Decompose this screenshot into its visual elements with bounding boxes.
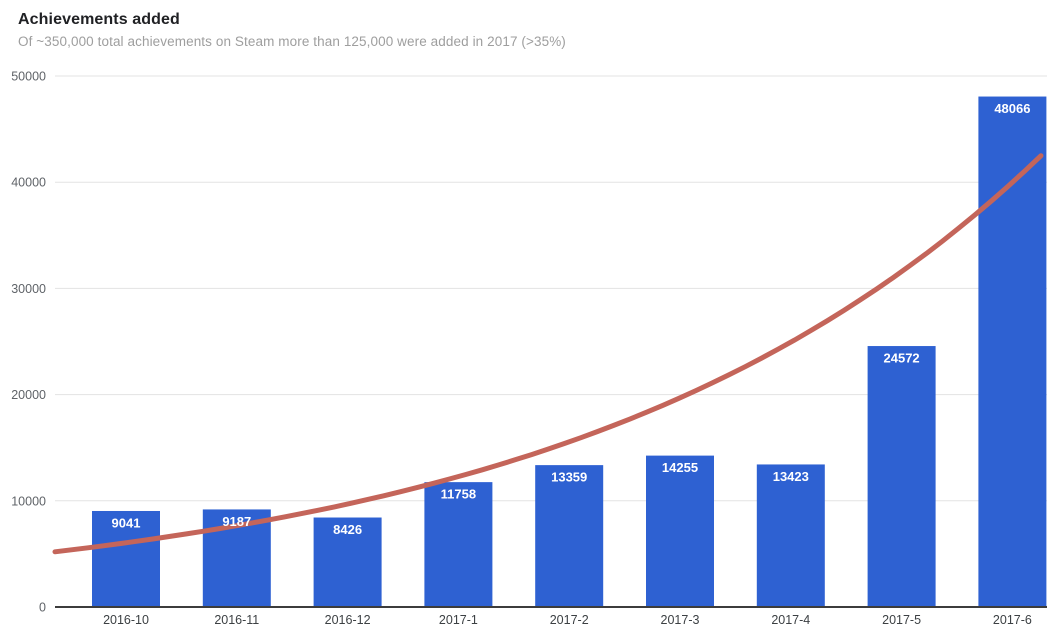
bar-value-label-2017-2: 13359 [551, 470, 587, 485]
x-axis-label-2017-4: 2017-4 [771, 613, 810, 627]
bar-2017-6[interactable] [978, 96, 1047, 608]
x-axis-label-2017-2: 2017-2 [550, 613, 589, 627]
bar-value-label-2017-4: 13423 [773, 469, 809, 484]
bar-2016-12[interactable] [313, 517, 382, 607]
x-axis-label-2017-3: 2017-3 [661, 613, 700, 627]
y-axis-label-30000: 30000 [11, 282, 46, 296]
x-axis-label-2017-1: 2017-1 [439, 613, 478, 627]
bar-value-label-2016-11: 9187 [222, 514, 251, 529]
bar-value-label-2017-1: 11758 [441, 487, 476, 502]
x-axis-label-2016-11: 2016-11 [214, 613, 259, 627]
bar-2017-2[interactable] [535, 465, 604, 607]
bar-value-label-2017-3: 14255 [662, 460, 698, 475]
bar-value-label-2017-5: 24572 [884, 351, 920, 366]
chart-title: Achievements added [18, 11, 180, 28]
bar-value-label-2016-12: 8426 [333, 522, 362, 537]
y-axis-label-40000: 40000 [11, 176, 46, 190]
bar-2017-3[interactable] [646, 455, 714, 607]
bar-value-label-2017-6: 48066 [994, 101, 1030, 116]
x-axis-label-2016-12: 2016-12 [325, 613, 371, 627]
y-axis-label-0: 0 [39, 601, 46, 615]
bar-2017-5[interactable] [867, 346, 936, 607]
y-axis-label-20000: 20000 [11, 388, 46, 402]
bar-value-label-2016-10: 9041 [112, 515, 141, 530]
x-axis-label-2017-6: 2017-6 [993, 613, 1032, 627]
trendline [52, 153, 1044, 555]
chart-header: Achievements added Of ~350,000 total ach… [18, 11, 566, 49]
bar-2016-10[interactable] [92, 510, 160, 607]
y-axis-label-50000: 50000 [11, 70, 46, 84]
y-axis-label-10000: 10000 [11, 494, 46, 508]
chart-subtitle: Of ~350,000 total achievements on Steam … [18, 34, 566, 49]
x-axis-label-2017-5: 2017-5 [882, 613, 921, 627]
bar-2017-4[interactable] [756, 464, 825, 607]
x-axis-label-2016-10: 2016-10 [103, 613, 149, 627]
bar-2017-1[interactable] [424, 482, 493, 607]
